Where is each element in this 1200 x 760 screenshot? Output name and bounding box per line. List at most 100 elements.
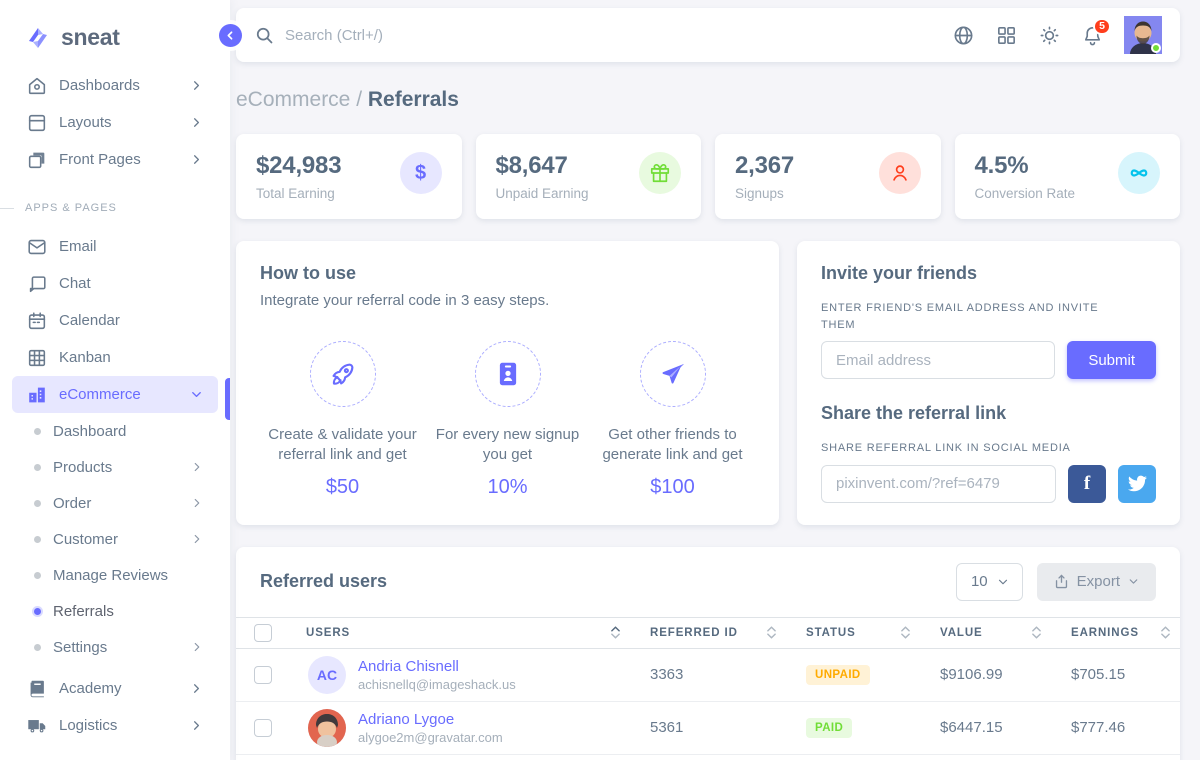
sort-icons[interactable] (767, 626, 776, 639)
sort-desc-icon (1032, 633, 1041, 639)
sidebar-subitem-dashboard[interactable]: Dashboard (12, 413, 218, 449)
sidebar-item-label: eCommerce (59, 386, 141, 403)
sort-asc-icon (901, 626, 910, 632)
sidebar-subitem-manage-reviews[interactable]: Manage Reviews (12, 557, 218, 593)
sidebar-item-academy[interactable]: Academy (12, 670, 218, 707)
sidebar-item-ecommerce[interactable]: eCommerce (12, 376, 218, 413)
table-header-row: USERS REFERRED ID STATUS (236, 616, 1180, 649)
search-input[interactable] (285, 26, 952, 44)
sort-icons[interactable] (1161, 626, 1170, 639)
sidebar-subitem-label: Settings (53, 638, 108, 656)
share-referral-title: Share the referral link (821, 403, 1007, 423)
rocket-icon (309, 341, 376, 407)
language-globe-icon[interactable] (952, 24, 975, 47)
table-row: AC Andria Chisnell achisnellq@imageshack… (236, 649, 1180, 702)
sort-asc-icon (1161, 626, 1170, 632)
sidebar-subitem-order[interactable]: Order (12, 485, 218, 521)
email-icon (26, 236, 48, 258)
notifications-bell-icon[interactable]: 5 (1081, 17, 1111, 47)
user-name-link[interactable]: Andria Chisnell (358, 657, 459, 675)
page-title: Referrals (367, 88, 459, 111)
sort-desc-icon (767, 633, 776, 639)
twitter-share-button[interactable] (1118, 464, 1156, 503)
value-cell: $9106.99 (940, 666, 1003, 683)
sidebar-item-email[interactable]: Email (12, 228, 218, 265)
topbar: 5 (236, 8, 1180, 62)
bullet-icon (34, 571, 41, 579)
chevron-right-icon (190, 496, 204, 510)
step-text: Get other friends to generate link and g… (602, 426, 743, 464)
id-badge-icon (474, 341, 541, 407)
send-icon (639, 341, 706, 407)
chevron-down-icon (1127, 575, 1140, 588)
column-header-status[interactable]: STATUS (786, 618, 920, 648)
export-button[interactable]: Export (1036, 562, 1156, 601)
stat-value: $24,983 (256, 152, 342, 179)
sidebar-collapse-button[interactable] (219, 24, 242, 47)
kanban-grid-icon (26, 347, 48, 369)
user-avatar[interactable] (1124, 16, 1162, 54)
row-checkbox[interactable] (254, 718, 272, 737)
page-size-select[interactable]: 10 (955, 562, 1023, 601)
stat-card-unpaid-earning: $8,647 Unpaid Earning (475, 134, 701, 219)
select-all-checkbox[interactable] (254, 623, 272, 642)
sort-asc-icon (611, 626, 620, 632)
referral-link-input[interactable] (821, 464, 1056, 503)
sidebar-item-front-pages[interactable]: Front Pages (12, 141, 218, 178)
bullet-icon (34, 535, 41, 543)
sidebar-subitem-settings[interactable]: Settings (12, 629, 218, 665)
referral-step-3: Get other friends to generate link and g… (593, 341, 753, 499)
chat-icon (26, 273, 48, 295)
submit-button[interactable]: Submit (1067, 341, 1156, 379)
stat-label: Signups (735, 186, 784, 201)
sidebar-subitem-products[interactable]: Products (12, 449, 218, 485)
global-search[interactable] (254, 25, 952, 46)
column-header-referred-id[interactable]: REFERRED ID (630, 618, 786, 648)
column-header-earnings[interactable]: EARNINGS (1051, 618, 1180, 648)
table-title: Referred users (260, 571, 388, 591)
sidebar-item-label: Dashboards (59, 77, 140, 94)
layout-icon (26, 112, 48, 134)
sidebar-item-label: Kanban (59, 349, 111, 366)
sidebar-item-kanban[interactable]: Kanban (12, 339, 218, 376)
sidebar-item-calendar[interactable]: Calendar (12, 302, 218, 339)
sort-icons[interactable] (611, 626, 620, 639)
column-header-value[interactable]: VALUE (920, 618, 1051, 648)
sidebar-item-chat[interactable]: Chat (12, 265, 218, 302)
sidebar-subitem-customer[interactable]: Customer (12, 521, 218, 557)
sort-icons[interactable] (901, 626, 910, 639)
share-referral-label: SHARE REFERRAL LINK IN SOCIAL MEDIA (821, 442, 1071, 454)
shortcuts-grid-icon[interactable] (995, 24, 1018, 47)
sort-icons[interactable] (1032, 626, 1041, 639)
user-name-link[interactable]: Adriano Lygoe (358, 710, 455, 728)
column-header-users[interactable]: USERS (288, 618, 630, 648)
chevron-right-icon (189, 152, 204, 167)
chevron-down-icon (996, 575, 1010, 589)
earnings-cell: $777.46 (1071, 719, 1126, 736)
sneat-logo-icon (25, 25, 51, 51)
stat-value: 4.5% (974, 152, 1029, 179)
bullet-icon (34, 643, 41, 651)
sidebar-subitem-referrals[interactable]: Referrals (12, 593, 218, 629)
invite-email-input[interactable] (821, 341, 1056, 379)
column-label: REFERRED ID (650, 626, 738, 639)
sidebar-subitem-label: Customer (53, 530, 119, 548)
page-size-value: 10 (970, 573, 988, 590)
column-label: EARNINGS (1071, 626, 1139, 639)
stat-card-conversion-rate: 4.5% Conversion Rate (954, 134, 1180, 219)
invite-email-label: ENTER FRIEND'S EMAIL ADDRESS AND INVITE … (821, 302, 1099, 331)
chevron-down-icon (189, 387, 204, 402)
buildings-icon (26, 384, 48, 406)
breadcrumb-parent[interactable]: eCommerce (236, 88, 351, 111)
dollar-icon: $ (399, 152, 442, 194)
app-logo[interactable]: sneat (0, 18, 230, 67)
sidebar-item-dashboards[interactable]: Dashboards (12, 67, 218, 104)
truck-icon (26, 715, 48, 737)
invite-title: Invite your friends (821, 263, 978, 283)
row-checkbox[interactable] (254, 665, 272, 684)
sidebar-item-layouts[interactable]: Layouts (12, 104, 218, 141)
sidebar-item-label: Academy (59, 680, 122, 697)
facebook-share-button[interactable]: f (1068, 464, 1106, 503)
sidebar-item-logistics[interactable]: Logistics (12, 707, 218, 744)
theme-sun-icon[interactable] (1038, 24, 1061, 47)
